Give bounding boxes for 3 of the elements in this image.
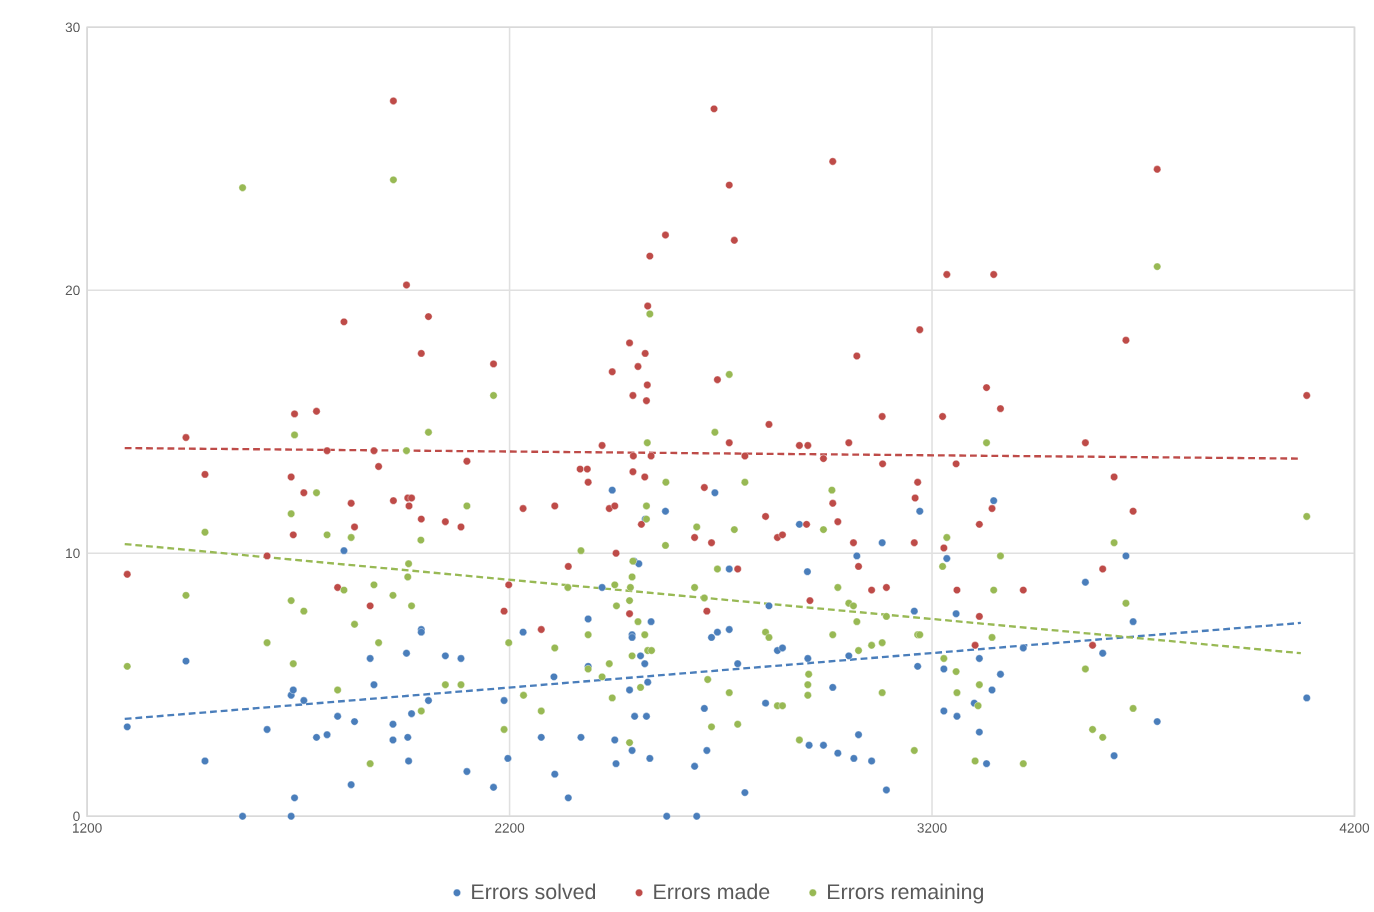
legend-label: Errors made <box>654 883 770 900</box>
legend-label: Errors remaining <box>828 883 984 904</box>
legend-label: Errors solved <box>472 883 596 900</box>
